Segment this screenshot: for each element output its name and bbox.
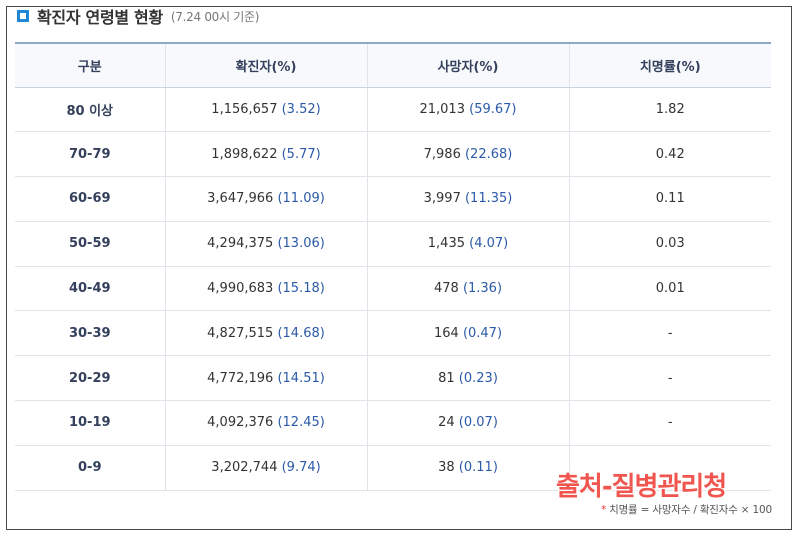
- confirmed-cell: 3,647,966 (11.09): [164, 176, 367, 222]
- square-bullet-icon: [17, 10, 29, 22]
- deaths-cell: 38 (0.11): [366, 445, 569, 491]
- confirmed-percent: (13.06): [277, 236, 325, 252]
- confirmed-cell: 3,202,744 (9.74): [164, 445, 367, 491]
- fatality-rate: 0.03: [568, 221, 771, 267]
- death-percent: (0.23): [458, 370, 498, 386]
- confirmed-cell: 4,990,683 (15.18): [164, 266, 367, 312]
- deaths-cell: 3,997 (11.35): [366, 176, 569, 222]
- age-group: 20-29: [15, 355, 165, 402]
- death-count: 21,013: [419, 101, 465, 117]
- confirmed-count: 1,156,657: [211, 101, 278, 117]
- confirmed-percent: (14.68): [277, 325, 325, 341]
- confirmed-percent: (14.51): [277, 370, 325, 386]
- confirmed-count: 4,827,515: [207, 325, 274, 341]
- death-count: 1,435: [427, 236, 465, 252]
- confirmed-cell: 4,827,515 (14.68): [164, 310, 367, 357]
- fatality-formula-footnote: * 치명률 = 사망자수 / 확진자수 × 100: [601, 502, 772, 517]
- table-row: 20-29 4,772,196 (14.51) 81 (0.23) -: [15, 355, 771, 402]
- confirmed-count: 3,202,744: [211, 460, 278, 476]
- confirmed-percent: (5.77): [281, 146, 321, 162]
- confirmed-count: 4,990,683: [207, 281, 274, 297]
- section-title: 확진자 연령별 현황: [37, 8, 163, 27]
- confirmed-count: 4,772,196: [207, 370, 274, 386]
- confirmed-cell: 4,772,196 (14.51): [164, 355, 367, 402]
- fatality-rate: -: [568, 310, 771, 357]
- fatality-rate: 0.42: [568, 131, 771, 178]
- deaths-cell: 21,013 (59.67): [366, 87, 569, 133]
- age-group: 40-49: [15, 266, 165, 312]
- fatality-rate: [568, 445, 771, 491]
- death-count: 164: [433, 325, 459, 341]
- table-row: 60-69 3,647,966 (11.09) 3,997 (11.35) 0.…: [15, 176, 771, 222]
- footnote-text: 치명률 = 사망자수 / 확진자수 × 100: [609, 504, 772, 516]
- deaths-cell: 7,986 (22.68): [366, 131, 569, 178]
- table-row: 40-49 4,990,683 (15.18) 478 (1.36) 0.01: [15, 266, 771, 312]
- death-count: 81: [438, 370, 455, 386]
- content-frame: [6, 6, 792, 530]
- confirmed-percent: (15.18): [277, 281, 325, 297]
- confirmed-cell: 1,898,622 (5.77): [164, 131, 367, 178]
- confirmed-cell: 4,294,375 (13.06): [164, 221, 367, 267]
- death-count: 3,997: [423, 191, 461, 207]
- table-row: 10-19 4,092,376 (12.45) 24 (0.07) -: [15, 400, 771, 446]
- death-percent: (4.07): [469, 236, 509, 252]
- confirmed-count: 1,898,622: [211, 146, 278, 162]
- confirmed-count: 3,647,966: [207, 191, 274, 207]
- confirmed-count: 4,092,376: [207, 415, 274, 431]
- death-percent: (22.68): [464, 146, 513, 162]
- table-row: 0-9 3,202,744 (9.74) 38 (0.11): [15, 445, 771, 491]
- age-group: 80 이상: [15, 87, 165, 133]
- death-percent: (0.11): [458, 460, 498, 476]
- death-count: 478: [433, 281, 459, 297]
- age-group: 70-79: [15, 131, 165, 178]
- age-group: 50-59: [15, 221, 165, 267]
- fatality-rate: 1.82: [568, 87, 771, 133]
- header-fatality-rate: 치명률(%): [568, 42, 771, 88]
- confirmed-cell: 1,156,657 (3.52): [164, 87, 367, 133]
- confirmed-percent: (3.52): [281, 101, 321, 117]
- death-percent: (1.36): [462, 281, 503, 297]
- table-row: 80 이상 1,156,657 (3.52) 21,013 (59.67) 1.…: [15, 87, 771, 133]
- death-count: 38: [438, 460, 455, 476]
- deaths-cell: 164 (0.47): [366, 310, 569, 357]
- death-count: 7,986: [423, 146, 461, 162]
- deaths-cell: 478 (1.36): [366, 266, 569, 312]
- confirmed-percent: (11.09): [277, 191, 325, 207]
- table-row: 30-39 4,827,515 (14.68) 164 (0.47) -: [15, 310, 771, 357]
- confirmed-cell: 4,092,376 (12.45): [164, 400, 367, 446]
- fatality-rate: 0.11: [568, 176, 771, 222]
- table-header-row: 구분 확진자(%) 사망자(%) 치명률(%): [15, 42, 771, 88]
- age-status-table: 구분 확진자(%) 사망자(%) 치명률(%) 80 이상 1,156,657 …: [15, 42, 771, 491]
- age-group: 10-19: [15, 400, 165, 446]
- header-category: 구분: [15, 42, 165, 88]
- confirmed-percent: (9.74): [281, 460, 321, 476]
- fatality-rate: -: [568, 355, 771, 402]
- deaths-cell: 1,435 (4.07): [366, 221, 569, 267]
- death-percent: (0.47): [462, 325, 503, 341]
- table-row: 70-79 1,898,622 (5.77) 7,986 (22.68) 0.4…: [15, 131, 771, 178]
- death-percent: (11.35): [464, 191, 513, 207]
- death-percent: (0.07): [458, 415, 498, 431]
- source-watermark: 출처-질병관리청: [556, 472, 727, 502]
- age-group: 0-9: [15, 445, 165, 491]
- fatality-rate: -: [568, 400, 771, 446]
- header-deaths: 사망자(%): [366, 42, 569, 88]
- deaths-cell: 81 (0.23): [366, 355, 569, 402]
- death-count: 24: [438, 415, 455, 431]
- death-percent: (59.67): [469, 101, 517, 117]
- age-group: 30-39: [15, 310, 165, 357]
- section-title-row: 확진자 연령별 현황 (7.24 00시 기준): [17, 5, 259, 27]
- table-row: 50-59 4,294,375 (13.06) 1,435 (4.07) 0.0…: [15, 221, 771, 267]
- fatality-rate: 0.01: [568, 266, 771, 312]
- footnote-marker: *: [601, 504, 607, 516]
- deaths-cell: 24 (0.07): [366, 400, 569, 446]
- header-confirmed: 확진자(%): [164, 42, 367, 88]
- reference-time-note: (7.24 00시 기준): [170, 9, 260, 24]
- confirmed-count: 4,294,375: [207, 236, 274, 252]
- age-group: 60-69: [15, 176, 165, 222]
- confirmed-percent: (12.45): [277, 415, 325, 431]
